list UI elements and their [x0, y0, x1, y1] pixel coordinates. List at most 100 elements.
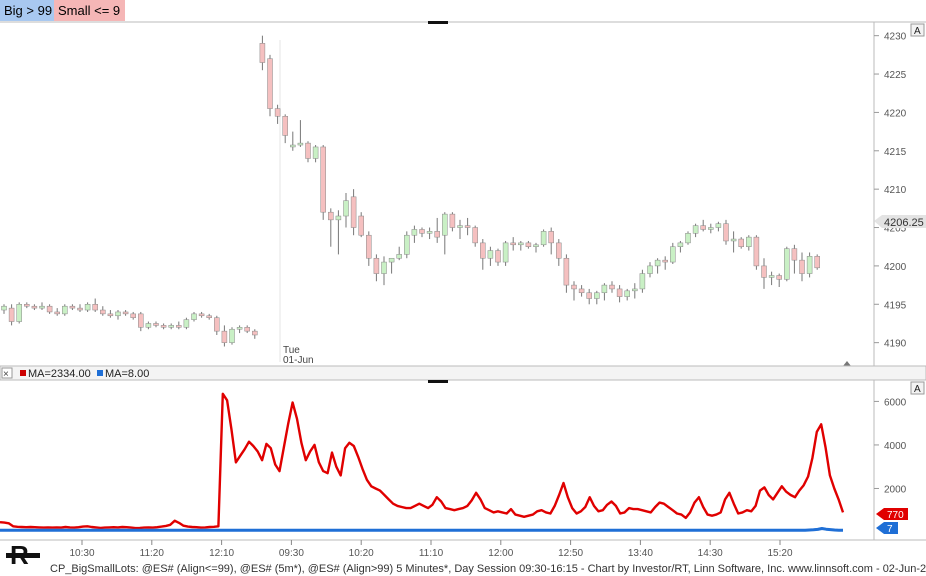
small-last-bg: [876, 522, 898, 534]
candle: [487, 246, 494, 266]
candle-body: [411, 229, 418, 236]
candle: [677, 240, 684, 253]
candle: [176, 321, 182, 330]
candle: [62, 304, 68, 316]
candle: [84, 302, 91, 312]
candle-body: [77, 307, 83, 311]
candle-body: [46, 305, 53, 313]
indicator-tick-label: 6000: [884, 397, 907, 408]
indicator-resize-handle[interactable]: [428, 380, 448, 383]
close-box[interactable]: [1, 367, 13, 379]
tab-big-bg[interactable]: [0, 0, 54, 21]
candle: [297, 120, 304, 147]
candle: [221, 325, 228, 347]
candle-body: [183, 319, 190, 328]
candle-body: [806, 256, 813, 274]
scroll-triangle-icon[interactable]: [843, 361, 851, 366]
candle-body: [297, 142, 304, 146]
candle-body: [654, 259, 661, 267]
candle-body: [419, 229, 425, 234]
candle: [54, 308, 60, 316]
candle-body: [107, 313, 114, 317]
candle: [290, 131, 296, 151]
candle-body: [130, 313, 136, 318]
candle-body: [746, 236, 752, 247]
close-icon[interactable]: ×: [3, 369, 9, 380]
candle: [768, 271, 775, 286]
price-tick-label: 4230: [884, 32, 907, 43]
candle-body: [692, 225, 699, 234]
last-price-bg: [874, 215, 926, 228]
tab-small[interactable]: Small <= 9: [58, 3, 120, 18]
candle: [753, 235, 760, 270]
candle: [624, 288, 630, 301]
candle: [122, 310, 129, 316]
candle: [518, 240, 524, 251]
candle-body: [578, 288, 585, 294]
candle-body: [312, 146, 319, 159]
candle-body: [138, 313, 144, 328]
candle-body: [563, 257, 570, 286]
candle: [784, 246, 790, 282]
tab-big[interactable]: Big > 99: [4, 3, 52, 18]
candles: [1, 35, 820, 347]
candle-body: [335, 215, 342, 221]
candle-body: [160, 325, 167, 328]
legend-swatch-small: [97, 370, 103, 376]
candle-body: [715, 223, 722, 228]
time-tick-label: 10:20: [349, 548, 374, 559]
price-tick-label: 4215: [884, 147, 907, 158]
candle-body: [343, 200, 349, 217]
tab-small-bg[interactable]: [54, 0, 125, 21]
candle: [563, 254, 570, 293]
candle: [632, 283, 638, 299]
price-tick-label: 4190: [884, 339, 907, 350]
candle-body: [39, 305, 45, 309]
candle: [267, 54, 273, 117]
candle: [92, 298, 98, 312]
candle: [525, 240, 532, 249]
candle: [381, 256, 387, 286]
candle: [274, 104, 281, 124]
candle-body: [518, 242, 524, 246]
candle: [426, 227, 433, 240]
indicator-auto-button[interactable]: [910, 381, 925, 395]
candle: [776, 273, 782, 288]
candle-body: [24, 304, 30, 307]
candle: [69, 304, 76, 311]
candle-body: [442, 213, 448, 236]
candle-body: [571, 284, 577, 290]
candle-body: [594, 292, 600, 299]
candle: [540, 229, 547, 247]
candle: [442, 212, 448, 255]
candle: [107, 310, 114, 318]
candle: [616, 285, 623, 303]
candle: [153, 321, 159, 328]
candle: [1, 304, 7, 314]
candle: [746, 235, 752, 251]
panel-resize-handle[interactable]: [428, 21, 448, 24]
candle-body: [244, 327, 250, 332]
candle-body: [548, 231, 554, 244]
candle-body: [305, 142, 311, 159]
candle-body: [730, 238, 737, 242]
candle-body: [282, 116, 288, 136]
candle-body: [768, 275, 775, 278]
candle: [715, 221, 722, 232]
candle: [654, 258, 661, 274]
candle-body: [191, 313, 197, 320]
candle: [730, 231, 737, 253]
candle: [791, 244, 798, 274]
candle: [138, 311, 144, 332]
time-tick-label: 12:10: [209, 548, 234, 559]
candle: [548, 227, 554, 255]
candle-body: [115, 311, 121, 317]
price-auto-button[interactable]: [910, 23, 925, 37]
day-label-line2: 01-Jun: [283, 355, 314, 366]
candle: [449, 212, 456, 232]
candle: [183, 317, 190, 330]
candle-body: [791, 248, 798, 261]
candle-body: [510, 242, 516, 246]
time-tick-label: 11:10: [419, 548, 444, 559]
price-tick-label: 4200: [884, 262, 907, 273]
